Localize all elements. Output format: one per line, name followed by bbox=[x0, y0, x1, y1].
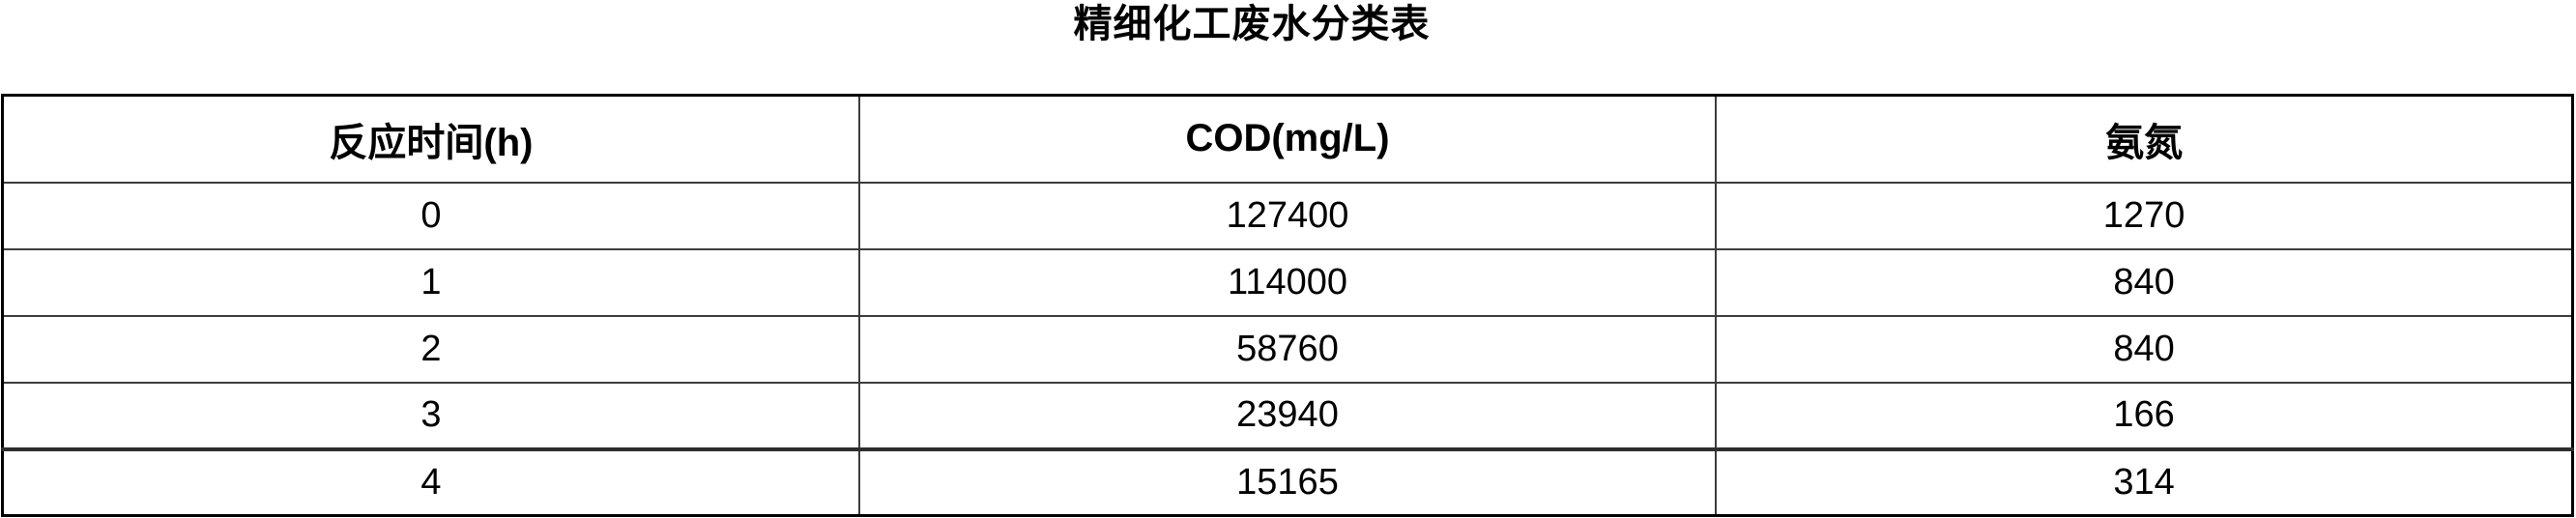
table-cell: 4 bbox=[1, 446, 860, 517]
table-cell: 23940 bbox=[857, 381, 1718, 450]
table-row: 1 114000 840 bbox=[1, 247, 2574, 317]
table-cell: 15165 bbox=[857, 446, 1718, 517]
table-cell: 58760 bbox=[857, 314, 1718, 384]
table-row: 2 58760 840 bbox=[1, 314, 2574, 384]
header-row: 反应时间(h) COD(mg/L) 氨氮 bbox=[1, 94, 2574, 184]
table-cell: 114000 bbox=[857, 247, 1718, 317]
column-header: 反应时间(h) bbox=[1, 94, 860, 184]
table-cell: 2 bbox=[1, 314, 860, 384]
column-header: COD(mg/L) bbox=[857, 94, 1718, 184]
page-title: 精细化工废水分类表 bbox=[1073, 3, 1431, 45]
table-cell: 3 bbox=[1, 381, 860, 450]
table-cell: 840 bbox=[1715, 314, 2574, 384]
table-row: 3 23940 166 bbox=[1, 381, 2574, 450]
table-cell: 166 bbox=[1715, 381, 2574, 450]
table-cell: 0 bbox=[1, 181, 860, 250]
table-row: 4 15165 314 bbox=[1, 446, 2574, 517]
table-cell: 1270 bbox=[1715, 181, 2574, 250]
table-row: 0 127400 1270 bbox=[1, 181, 2574, 250]
table-cell: 840 bbox=[1715, 247, 2574, 317]
wastewater-data-table: 反应时间(h) COD(mg/L) 氨氮 0 127400 1270 1 114000 840… bbox=[1, 94, 2574, 517]
table-cell: 314 bbox=[1715, 446, 2574, 517]
table-cell: 1 bbox=[1, 247, 860, 317]
table-cell: 127400 bbox=[857, 181, 1718, 250]
column-header: 氨氮 bbox=[1715, 94, 2574, 184]
